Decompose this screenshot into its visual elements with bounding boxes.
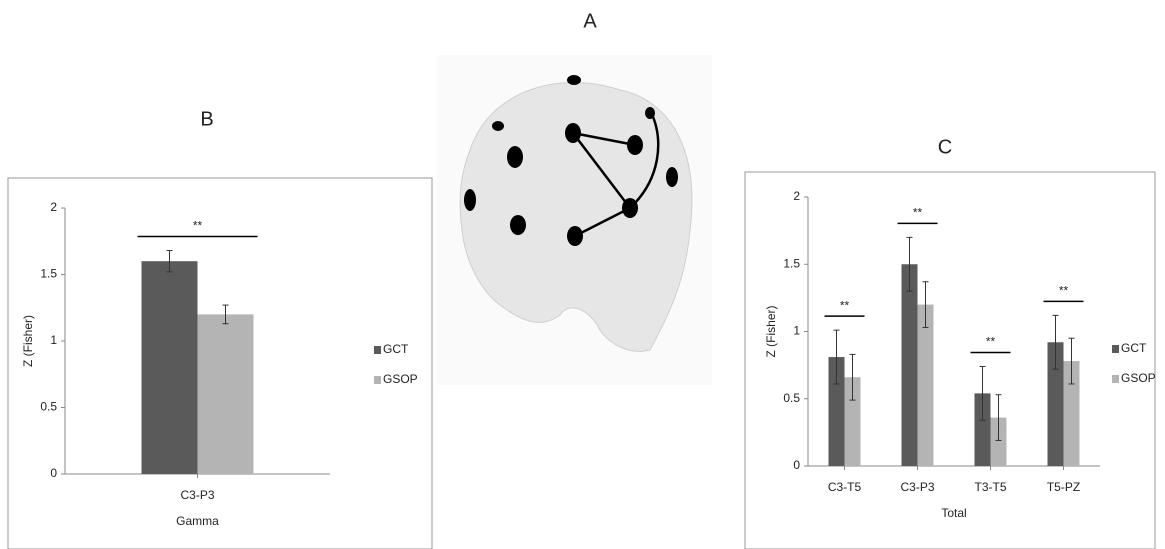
error-bar [922,281,929,328]
legend-swatch [1112,375,1119,383]
electrodes [464,75,678,246]
legend-label: GCT [1121,341,1147,355]
x-tick-label: T5-PZ [1047,480,1080,494]
bar [197,314,254,474]
error-bar [166,250,173,273]
connections [572,109,660,238]
y-tick-label: 1 [50,333,57,347]
y-tick-label: 2 [793,189,800,203]
bar [990,417,1007,466]
panel-label: B [200,108,213,130]
legend-swatch [374,346,381,354]
bar [1047,342,1064,466]
significance-label: ** [193,219,203,233]
y-tick-label: 1.5 [783,256,800,270]
error-bar [833,329,840,385]
bar [974,393,991,466]
error-bar [979,365,986,421]
significance-label: ** [1059,284,1069,298]
bar [901,264,918,466]
y-tick-label: 1 [793,324,800,338]
significance-label: ** [840,298,850,312]
panel-frame [744,171,1156,549]
bar [844,377,861,466]
error-bar [1052,314,1059,370]
y-tick-label: 0 [50,466,57,480]
panel-label: A [583,10,597,32]
bar [917,304,934,466]
bar [828,357,845,466]
legend-swatch [374,376,381,384]
legend-label: GCT [383,342,409,356]
error-bar [906,236,913,292]
y-tick-label: 1.5 [40,267,57,281]
legend-label: GSOP [383,372,418,386]
bar [1063,361,1080,466]
y-axis-label: Z (Fisher) [21,315,35,367]
x-tick-label: C3-T5 [828,480,862,494]
error-bar [849,353,856,401]
brain-diagram [437,55,712,385]
error-bar [995,394,1002,441]
y-tick-label: 0 [793,458,800,472]
bar [141,261,198,474]
x-tick-label: T3-T5 [974,480,1006,494]
significance-label: ** [913,206,923,220]
y-tick-label: 2 [50,200,57,214]
x-tick-label: C3-P3 [900,480,934,494]
error-bar [222,304,229,325]
error-bar [1068,337,1075,385]
x-tick-label: C3-P3 [180,488,214,502]
panel-frame [7,177,433,549]
x-axis-label: Total [941,506,966,520]
legend-swatch [1112,345,1119,353]
x-axis-label: Gamma [176,514,219,528]
y-axis-label: Z (Fisher) [764,306,778,358]
panel-label: C [938,136,952,158]
significance-label: ** [986,335,996,349]
y-tick-label: 0.5 [783,391,800,405]
legend-label: GSOP [1121,371,1156,385]
y-tick-label: 0.5 [40,400,57,414]
